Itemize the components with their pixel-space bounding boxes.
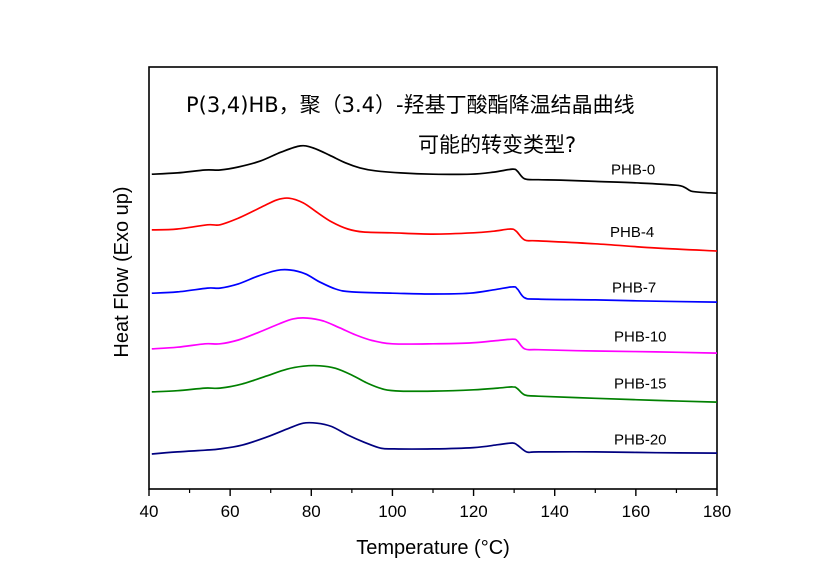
y-axis-title: Heat Flow (Exo up) (111, 186, 133, 357)
x-axis-ticks: 40 60 80 100 120 140 160 180 (140, 489, 731, 521)
x-axis-title: Temperature (°C) (356, 537, 510, 559)
series-line-phb-10 (151, 317, 718, 354)
x-tick-label: 40 (140, 502, 159, 521)
x-tick-label: 140 (541, 502, 569, 521)
series-line-phb-0 (151, 144, 718, 195)
series-label-phb-15: PHB-15 (614, 376, 667, 393)
series-layer (151, 144, 718, 455)
x-tick-label: 80 (302, 502, 321, 521)
series-line-phb-20 (151, 421, 718, 455)
x-tick-label: 60 (221, 502, 240, 521)
series-label-phb-7: PHB-7 (612, 280, 656, 297)
series-label-phb-10: PHB-10 (614, 329, 667, 346)
series-labels: PHB-0 PHB-4 PHB-7 PHB-10 PHB-15 PHB-20 (610, 162, 667, 449)
x-tick-label: 120 (459, 502, 487, 521)
series-line-phb-4 (151, 197, 718, 252)
series-line-phb-7 (151, 268, 718, 303)
series-label-phb-20: PHB-20 (614, 431, 667, 448)
series-label-phb-4: PHB-4 (610, 224, 654, 241)
chart-title: P(3,4)HB，聚（3.4）-羟基丁酸酯降温结晶曲线 (186, 93, 635, 117)
chart-subtitle: 可能的转变类型? (418, 133, 576, 157)
series-label-phb-0: PHB-0 (611, 162, 655, 179)
x-tick-label: 180 (703, 502, 731, 521)
x-tick-label: 100 (378, 502, 406, 521)
series-line-phb-15 (151, 364, 718, 403)
plot-frame (148, 66, 718, 490)
x-tick-label: 160 (622, 502, 650, 521)
